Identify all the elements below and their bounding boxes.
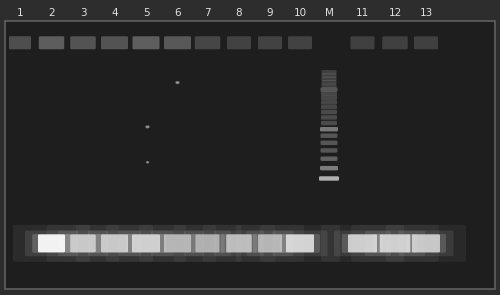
FancyBboxPatch shape (88, 231, 141, 256)
FancyBboxPatch shape (321, 96, 337, 100)
FancyBboxPatch shape (398, 231, 454, 256)
FancyBboxPatch shape (246, 231, 294, 256)
FancyBboxPatch shape (334, 231, 391, 256)
FancyBboxPatch shape (386, 225, 466, 262)
FancyBboxPatch shape (253, 234, 287, 253)
Text: 10: 10 (294, 8, 306, 18)
FancyBboxPatch shape (272, 231, 328, 256)
FancyBboxPatch shape (221, 234, 257, 253)
FancyBboxPatch shape (321, 105, 337, 109)
Text: 7: 7 (204, 8, 211, 18)
FancyBboxPatch shape (414, 36, 438, 49)
FancyBboxPatch shape (321, 115, 337, 120)
FancyBboxPatch shape (184, 231, 231, 256)
Text: 12: 12 (388, 8, 402, 18)
FancyBboxPatch shape (320, 156, 338, 161)
Text: M: M (324, 8, 334, 18)
FancyBboxPatch shape (70, 36, 96, 49)
FancyBboxPatch shape (158, 234, 197, 253)
FancyBboxPatch shape (236, 225, 304, 262)
FancyBboxPatch shape (322, 76, 336, 81)
FancyBboxPatch shape (350, 36, 374, 49)
FancyBboxPatch shape (320, 127, 338, 131)
FancyBboxPatch shape (65, 234, 101, 253)
FancyBboxPatch shape (164, 234, 191, 253)
FancyBboxPatch shape (382, 36, 408, 49)
FancyBboxPatch shape (132, 234, 160, 253)
FancyBboxPatch shape (38, 234, 65, 253)
FancyBboxPatch shape (118, 231, 174, 256)
FancyBboxPatch shape (286, 234, 314, 253)
FancyBboxPatch shape (322, 73, 336, 78)
FancyBboxPatch shape (9, 36, 31, 49)
FancyBboxPatch shape (322, 84, 336, 88)
FancyBboxPatch shape (320, 166, 338, 171)
FancyBboxPatch shape (95, 234, 134, 253)
Text: 1: 1 (16, 8, 24, 18)
FancyBboxPatch shape (151, 231, 204, 256)
FancyBboxPatch shape (106, 225, 186, 262)
FancyBboxPatch shape (322, 80, 336, 84)
FancyBboxPatch shape (321, 91, 337, 96)
Circle shape (146, 162, 148, 163)
FancyBboxPatch shape (373, 234, 417, 253)
FancyBboxPatch shape (190, 234, 224, 253)
FancyBboxPatch shape (321, 225, 404, 262)
FancyBboxPatch shape (288, 36, 312, 49)
Text: 9: 9 (266, 8, 274, 18)
Circle shape (146, 126, 149, 128)
FancyBboxPatch shape (406, 234, 446, 253)
FancyBboxPatch shape (76, 225, 153, 262)
FancyBboxPatch shape (321, 121, 337, 125)
FancyBboxPatch shape (203, 225, 275, 262)
FancyBboxPatch shape (320, 148, 338, 153)
FancyBboxPatch shape (38, 36, 64, 49)
FancyBboxPatch shape (164, 36, 191, 49)
FancyBboxPatch shape (342, 234, 383, 253)
FancyBboxPatch shape (227, 36, 251, 49)
Circle shape (176, 82, 179, 83)
FancyBboxPatch shape (365, 231, 425, 256)
FancyBboxPatch shape (139, 225, 216, 262)
FancyBboxPatch shape (380, 234, 410, 253)
Text: 2: 2 (48, 8, 55, 18)
FancyBboxPatch shape (280, 234, 320, 253)
FancyBboxPatch shape (321, 110, 337, 114)
FancyBboxPatch shape (320, 87, 338, 92)
FancyBboxPatch shape (101, 36, 128, 49)
FancyBboxPatch shape (47, 225, 120, 262)
FancyBboxPatch shape (13, 225, 90, 262)
Text: 4: 4 (111, 8, 118, 18)
FancyBboxPatch shape (196, 234, 220, 253)
FancyBboxPatch shape (126, 234, 166, 253)
FancyBboxPatch shape (320, 133, 338, 138)
FancyBboxPatch shape (58, 231, 108, 256)
FancyBboxPatch shape (226, 234, 252, 253)
FancyBboxPatch shape (319, 176, 339, 181)
FancyBboxPatch shape (70, 234, 96, 253)
Text: 3: 3 (80, 8, 86, 18)
FancyBboxPatch shape (25, 231, 78, 256)
FancyBboxPatch shape (214, 231, 264, 256)
Text: 11: 11 (356, 8, 369, 18)
FancyBboxPatch shape (132, 36, 160, 49)
FancyBboxPatch shape (194, 36, 220, 49)
FancyBboxPatch shape (412, 234, 440, 253)
FancyBboxPatch shape (174, 225, 242, 262)
Text: 5: 5 (142, 8, 150, 18)
Text: 13: 13 (420, 8, 432, 18)
FancyBboxPatch shape (322, 70, 336, 74)
FancyBboxPatch shape (258, 36, 282, 49)
FancyBboxPatch shape (321, 100, 337, 104)
FancyBboxPatch shape (260, 225, 340, 262)
FancyBboxPatch shape (320, 140, 338, 145)
FancyBboxPatch shape (258, 234, 282, 253)
FancyBboxPatch shape (351, 225, 439, 262)
FancyBboxPatch shape (32, 234, 71, 253)
FancyBboxPatch shape (101, 234, 128, 253)
FancyBboxPatch shape (348, 234, 377, 253)
Text: 8: 8 (236, 8, 242, 18)
Text: 6: 6 (174, 8, 181, 18)
